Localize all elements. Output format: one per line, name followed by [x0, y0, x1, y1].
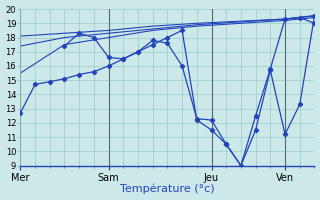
X-axis label: Température (°c): Température (°c): [120, 184, 215, 194]
